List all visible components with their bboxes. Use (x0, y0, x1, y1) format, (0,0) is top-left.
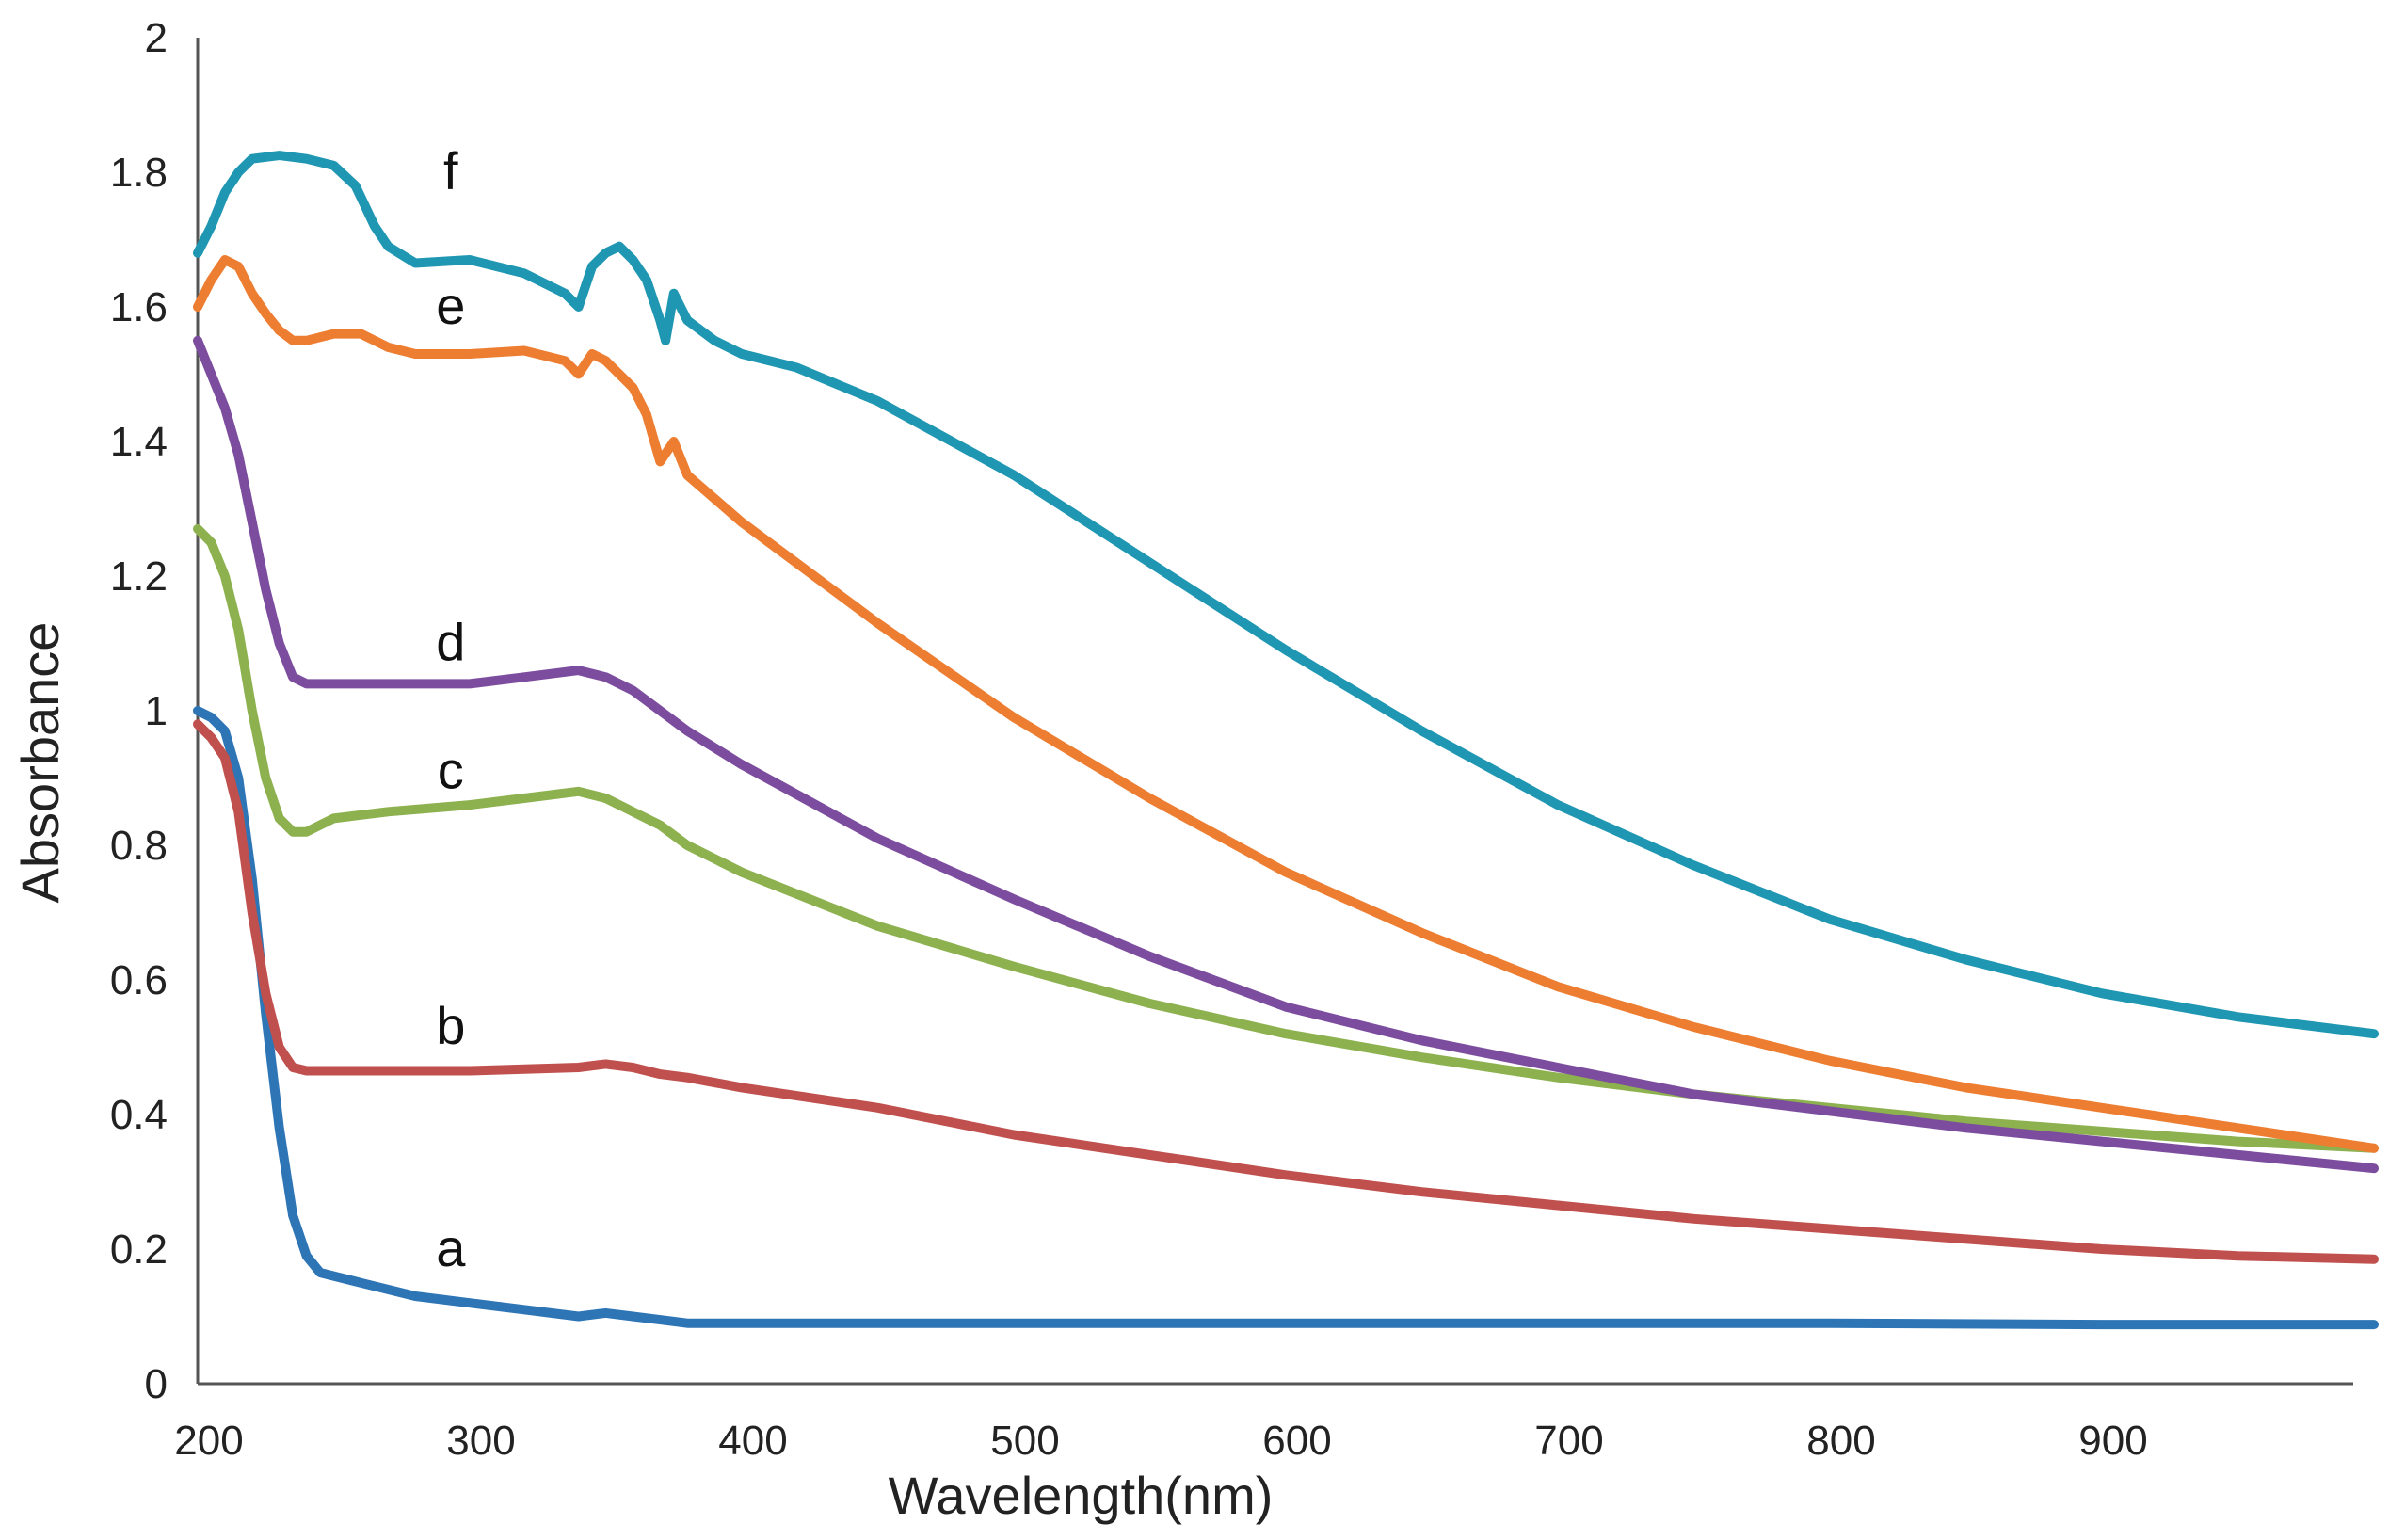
y-tick-label: 0.2 (110, 1227, 168, 1273)
x-tick-label: 200 (174, 1418, 243, 1464)
y-axis-title: Absorbance (10, 622, 70, 904)
x-tick-label: 600 (1262, 1418, 1331, 1464)
y-tick-labels: 0 0.2 0.4 0.6 0.8 1 1.2 1.4 1.6 1.8 2 (110, 15, 168, 1407)
series-line-f (193, 151, 2379, 1039)
y-tick-label: 2 (145, 15, 168, 61)
y-tick-label: 0.6 (110, 957, 168, 1003)
series-label-a: a (436, 1218, 466, 1277)
y-tick-label: 1 (145, 688, 168, 734)
series-line-b (193, 719, 2379, 1264)
x-tick-label: 400 (718, 1418, 787, 1464)
series-label-c: c (438, 740, 464, 799)
series-label-d: d (436, 613, 465, 672)
series-line-d (193, 335, 2379, 1174)
y-tick-label: 0.8 (110, 823, 168, 869)
y-tick-label: 0.4 (110, 1092, 168, 1138)
y-tick-label: 1.6 (110, 284, 168, 330)
series-line-c (193, 523, 2379, 1153)
x-tick-label: 700 (1534, 1418, 1603, 1464)
x-tick-labels: 200 300 400 500 600 700 800 900 (174, 1418, 2147, 1464)
y-tick-label: 1.8 (110, 150, 168, 196)
x-tick-label: 800 (1806, 1418, 1875, 1464)
series-lines (193, 151, 2379, 1330)
series-line-e (193, 255, 2379, 1153)
y-tick-label: 1.4 (110, 419, 168, 465)
series-label-f: f (443, 141, 458, 201)
series-label-e: e (436, 276, 465, 335)
x-axis-title: Wavelength(nm) (889, 1466, 1274, 1525)
x-tick-label: 300 (446, 1418, 515, 1464)
y-tick-label: 0 (145, 1361, 168, 1407)
y-tick-label: 1.2 (110, 553, 168, 600)
x-tick-label: 900 (2078, 1418, 2147, 1464)
series-label-b: b (436, 996, 465, 1055)
series-labels: a b c d e f (436, 141, 466, 1277)
x-tick-label: 500 (990, 1418, 1059, 1464)
